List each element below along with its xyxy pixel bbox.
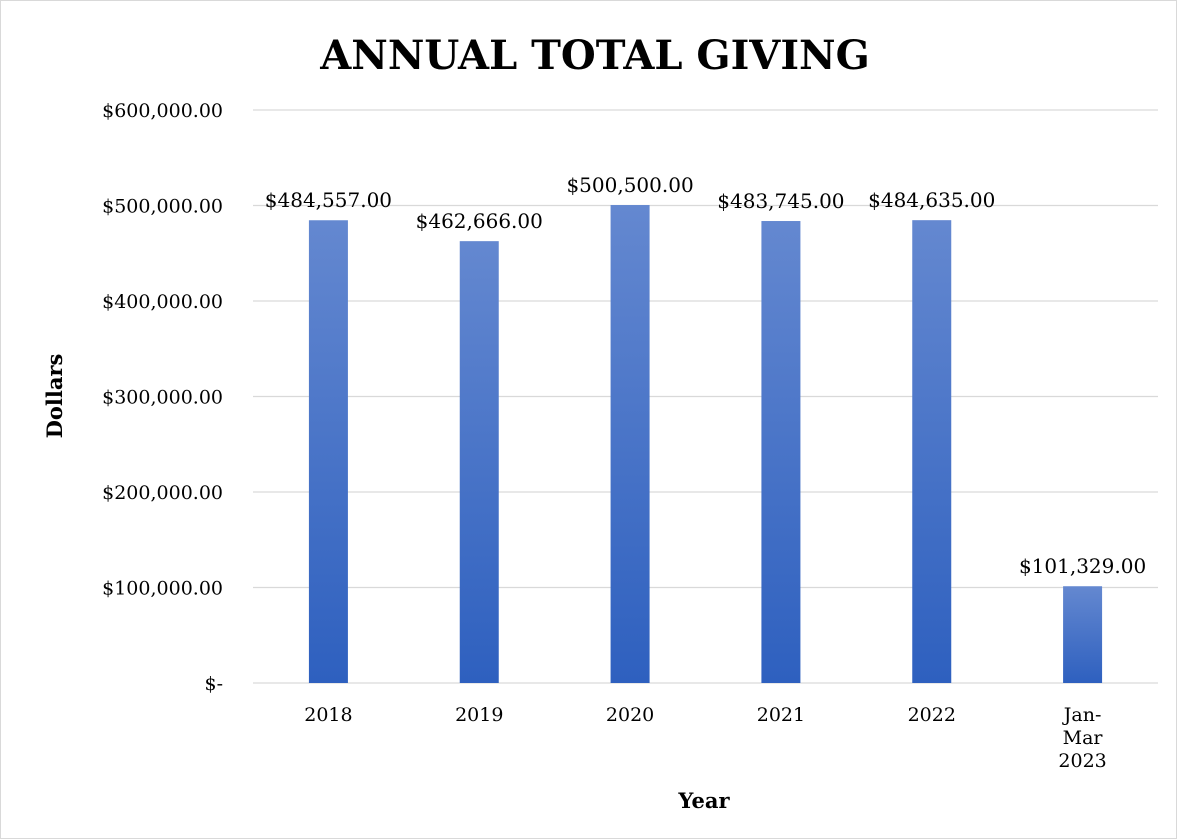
y-tick-label: $500,000.00	[102, 196, 223, 218]
data-label: $483,745.00	[717, 189, 844, 213]
data-label: $101,329.00	[1019, 554, 1146, 578]
x-tick-label: 2018	[304, 704, 352, 726]
x-tick-line: 2020	[606, 704, 654, 726]
bar	[610, 205, 650, 683]
data-label: $462,666.00	[416, 209, 543, 233]
y-axis-title: Dollars	[42, 354, 67, 439]
y-tick-label: $400,000.00	[102, 291, 223, 313]
x-tick-label: 2019	[455, 704, 503, 726]
y-tick-label: $100,000.00	[102, 578, 223, 600]
y-tick-label: $200,000.00	[102, 482, 223, 504]
x-tick-line: 2023	[1058, 750, 1106, 772]
x-tick-label: 2021	[757, 704, 805, 726]
bar	[308, 220, 348, 684]
y-axis-ticks: $- $100,000.00 $200,000.00 $300,000.00 $400,…	[102, 100, 223, 695]
gridlines	[253, 109, 1158, 684]
y-tick-label: $300,000.00	[102, 387, 223, 409]
x-tick-line: 2022	[908, 704, 956, 726]
bar	[1063, 586, 1103, 683]
x-tick-line: 2021	[757, 704, 805, 726]
data-label: $484,557.00	[265, 188, 392, 212]
y-tick-label: $-	[204, 673, 223, 695]
chart-title: ANNUAL TOTAL GIVING	[319, 32, 870, 79]
x-tick-line: 2018	[304, 704, 352, 726]
x-tick-line: Jan-	[1062, 704, 1102, 726]
bar	[459, 241, 499, 683]
x-tick-label: 2020	[606, 704, 654, 726]
x-tick-label: 2022	[908, 704, 956, 726]
y-tick-label: $600,000.00	[102, 100, 223, 122]
bar	[761, 221, 801, 683]
x-tick-line: 2019	[455, 704, 503, 726]
x-axis-ticks: 2018 2019 2020 2021 2022 Jan-Mar 2023	[304, 704, 1107, 772]
data-label: $500,500.00	[566, 173, 693, 197]
x-tick-line: Mar	[1063, 727, 1104, 749]
x-tick-label: Jan-Mar 2023	[1058, 704, 1106, 772]
x-axis-title: Year	[677, 788, 730, 813]
data-label: $484,635.00	[868, 188, 995, 212]
bar	[912, 220, 952, 683]
data-labels: $484,557.00 $462,666.00 $500,500.00 $483,74…	[265, 173, 1146, 578]
bars	[308, 205, 1103, 684]
